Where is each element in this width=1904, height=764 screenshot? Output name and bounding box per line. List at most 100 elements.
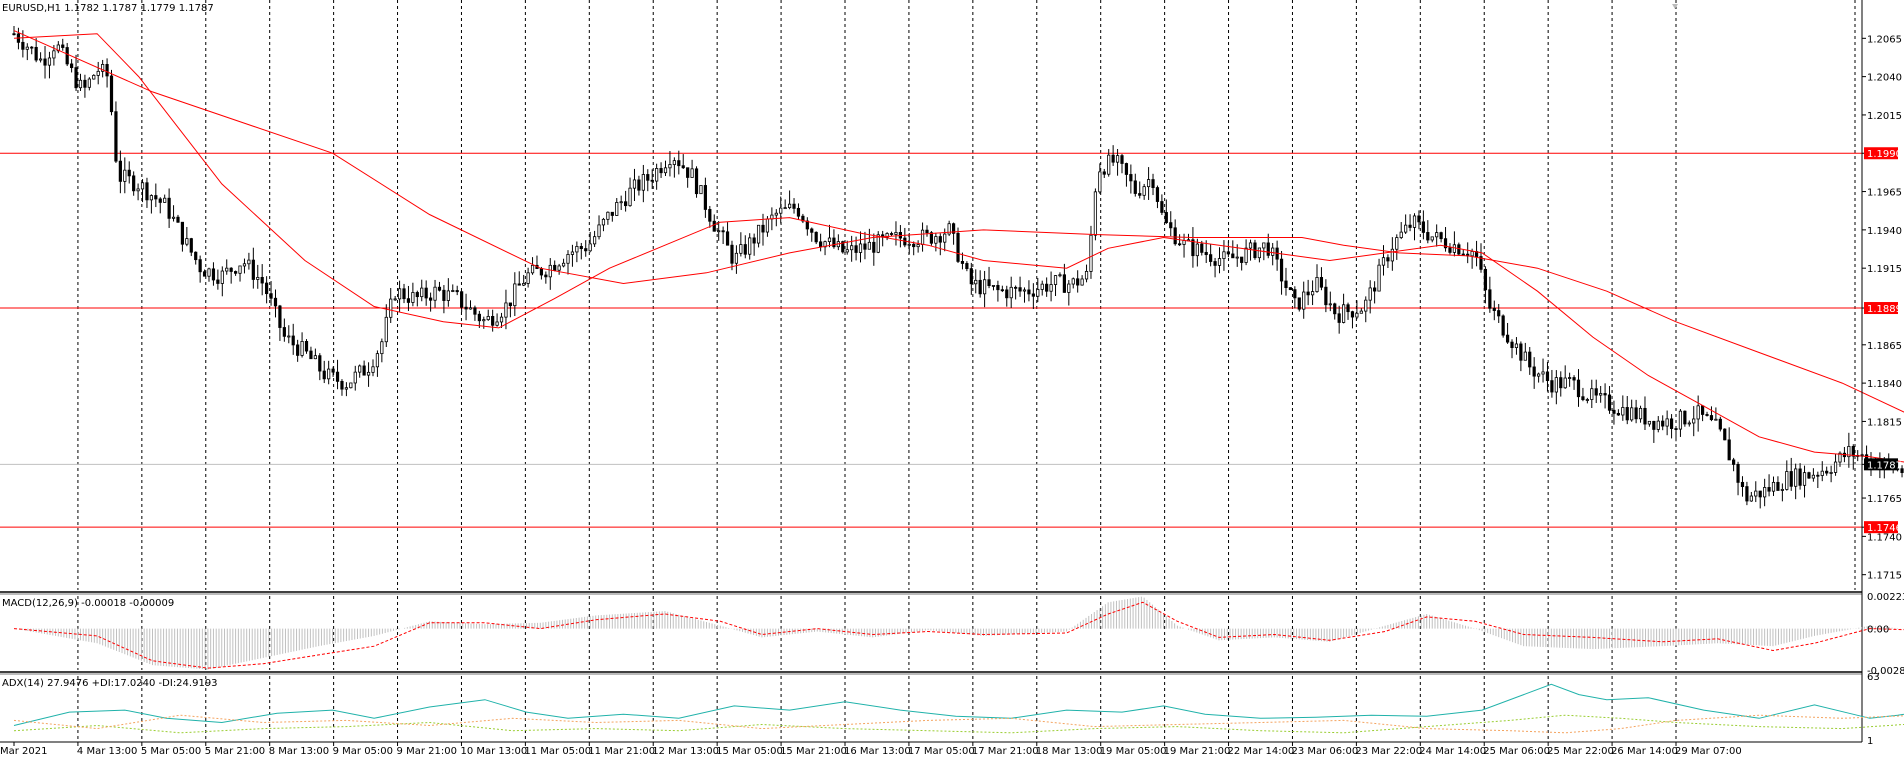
candle-body [1851,446,1855,457]
candle-body [663,167,668,174]
candle [1709,406,1714,422]
chart-shift-icon[interactable] [1672,4,1678,9]
candle [601,217,606,232]
price-series [12,25,1904,509]
candle [1771,476,1776,496]
time-tick-label: 18 Mar 13:00 [1036,746,1103,757]
candle [960,252,965,270]
candle-body [1776,481,1780,491]
candle-body [969,268,973,285]
candle-body [358,365,362,373]
candle [694,166,699,198]
candle [708,205,712,228]
candle [1426,220,1430,244]
candle [1355,300,1359,320]
candle [748,233,752,260]
candle [296,339,300,362]
level-price-tag[interactable]: 1.1889 [1864,302,1902,315]
candle [1833,453,1838,476]
adx-axis: 63 1 [1867,672,1880,747]
candle-body [1612,409,1616,414]
candle-body [756,224,761,244]
candle [889,231,894,237]
current-price-tag[interactable]: 1.1787 [1864,458,1902,471]
candle-body [109,75,114,113]
candle [1093,188,1098,241]
candle [553,260,557,272]
candle-body [575,246,579,253]
candle-body [1399,231,1403,239]
candle-body [1767,487,1771,492]
candle-body [1607,394,1612,411]
candle [858,231,863,263]
candle [1745,481,1749,506]
candle [796,203,801,220]
candle [1723,428,1727,441]
candle [300,332,304,358]
candle-body [322,370,326,380]
candle-body [996,285,1000,291]
candle [1381,245,1386,276]
candle-body [1718,418,1722,430]
candle [1656,416,1660,433]
candle-body [925,229,929,234]
candle [956,227,960,263]
candle-body [1740,481,1745,487]
candle [282,318,286,342]
time-axis[interactable]: Mar 2021 4 Mar 13:00 5 Mar 05:00 5 Mar 21:0… [0,742,1742,757]
candle-body [1346,304,1350,313]
candle-body [1559,377,1563,389]
candle [752,233,756,256]
candle-body [717,230,721,233]
candle [1022,287,1027,303]
candle [154,183,158,208]
candle [561,258,566,268]
price-axis[interactable]: 1.2065 1.2040 1.2015 1.1990 1.1965 1.1940 1.19… [1862,34,1902,582]
candle [1288,287,1293,291]
candle [1364,296,1368,323]
candle [1501,314,1505,338]
candle-body [176,216,180,223]
candle [1217,247,1222,274]
candle-body [1324,286,1328,306]
time-tick-label: 17 Mar 05:00 [908,746,975,757]
candle [420,279,424,302]
candle-body [265,282,269,295]
candle [61,38,65,51]
candle [273,289,278,318]
candle [721,226,725,245]
candle [202,269,207,277]
candle [832,229,836,249]
candle [495,313,499,327]
candle-body [1062,274,1066,293]
candle [1488,276,1492,313]
candle [1754,481,1758,503]
candle [176,214,180,223]
candle-body [1213,261,1217,266]
candle-body [708,209,712,222]
level-price-tag[interactable]: 1.1990 [1864,147,1902,160]
candle [1058,272,1062,278]
candle-body [1333,303,1337,315]
level-price-tag[interactable]: 1.1746 [1864,521,1902,534]
candle-body [681,165,685,169]
candle-body [12,33,16,36]
level-price-tag-bg [1864,521,1898,534]
candle-body [672,160,676,165]
candle-body [1847,446,1851,458]
candle-body [1297,297,1301,310]
candle [136,183,140,201]
candle [592,230,597,247]
candle [380,338,384,363]
candle-body [1709,415,1714,421]
candle [530,257,535,275]
candle [1559,371,1563,397]
candle [1820,461,1824,482]
candle [681,154,685,170]
candle-body [185,238,189,245]
candle-body [1191,239,1195,257]
candle [1758,490,1762,509]
candle [429,292,433,312]
